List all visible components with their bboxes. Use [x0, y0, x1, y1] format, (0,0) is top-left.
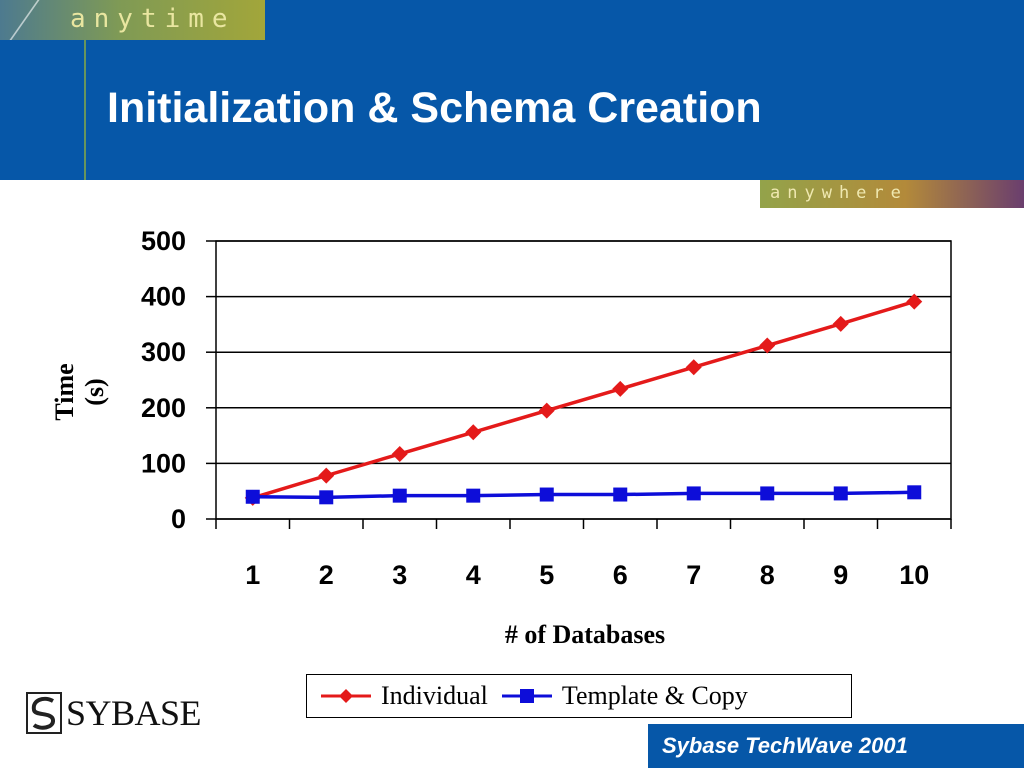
y-tick-label: 100 — [141, 448, 186, 478]
y-axis-label: Time (s) — [50, 363, 109, 421]
x-tick-label: 6 — [613, 560, 628, 590]
x-tick-label: 8 — [760, 560, 775, 590]
anywhere-banner: anywhere — [760, 180, 1024, 208]
sybase-logo-icon — [26, 692, 62, 734]
data-point-individual — [685, 359, 702, 376]
legend-item-template-copy: Template & Copy — [500, 681, 748, 711]
header-band: anytime Initialization & Schema Creation — [0, 0, 1024, 180]
data-point-individual — [465, 424, 482, 441]
legend-item-individual: Individual — [319, 681, 488, 711]
data-point-template-copy — [539, 487, 554, 502]
data-point-template-copy — [833, 486, 848, 501]
square-marker-icon — [501, 689, 552, 703]
anywhere-text: anywhere — [770, 183, 908, 203]
line-chart: 0 100 200 300 400 500 1 2 3 4 5 6 7 8 9 10 — [141, 226, 952, 590]
legend-label-individual: Individual — [381, 681, 488, 710]
data-point-individual — [759, 337, 776, 354]
slide-title: Initialization & Schema Creation — [107, 84, 762, 132]
legend-label-template-copy: Template & Copy — [561, 681, 748, 710]
y-tick-label: 400 — [141, 282, 186, 312]
x-tick-label: 4 — [466, 560, 481, 590]
logo-wordmark: SYBASE — [66, 693, 202, 733]
data-point-template-copy — [686, 486, 701, 501]
data-point-template-copy — [907, 485, 922, 500]
x-tick-label: 5 — [539, 560, 554, 590]
data-point-template-copy — [392, 488, 407, 503]
y-tick-label: 300 — [141, 337, 186, 367]
header-divider — [84, 40, 86, 180]
data-point-template-copy — [760, 486, 775, 501]
data-point-template-copy — [466, 488, 481, 503]
data-point-template-copy — [245, 489, 260, 504]
footer-text: Sybase TechWave 2001 — [662, 733, 908, 758]
x-tick-label: 9 — [833, 560, 848, 590]
anytime-text: anytime — [70, 4, 236, 34]
y-tick-label: 0 — [171, 504, 186, 534]
series-line-template-copy — [252, 490, 915, 500]
x-tick-label: 7 — [686, 560, 701, 590]
data-point-individual — [832, 315, 849, 332]
data-point-individual — [391, 445, 408, 462]
data-point-template-copy — [319, 490, 334, 505]
y-tick-label: 500 — [141, 226, 186, 256]
x-tick-label: 2 — [319, 560, 334, 590]
diamond-marker-icon — [321, 689, 371, 703]
x-tick-label: 10 — [899, 560, 929, 590]
data-point-individual — [612, 380, 629, 397]
data-point-individual — [906, 293, 923, 310]
x-axis-label: # of Databases — [504, 620, 666, 649]
sybase-logo: SYBASE — [26, 692, 202, 734]
y-tick-label: 200 — [141, 393, 186, 423]
chart-legend: Individual Template & Copy — [306, 674, 852, 718]
data-point-template-copy — [613, 487, 628, 502]
data-point-individual — [318, 467, 335, 484]
x-tick-label: 3 — [392, 560, 407, 590]
footer-band: Sybase TechWave 2001 — [648, 724, 1024, 768]
data-point-individual — [538, 402, 555, 419]
x-tick-label: 1 — [245, 560, 260, 590]
series-line-individual — [252, 299, 915, 500]
anytime-banner: anytime — [0, 0, 265, 40]
